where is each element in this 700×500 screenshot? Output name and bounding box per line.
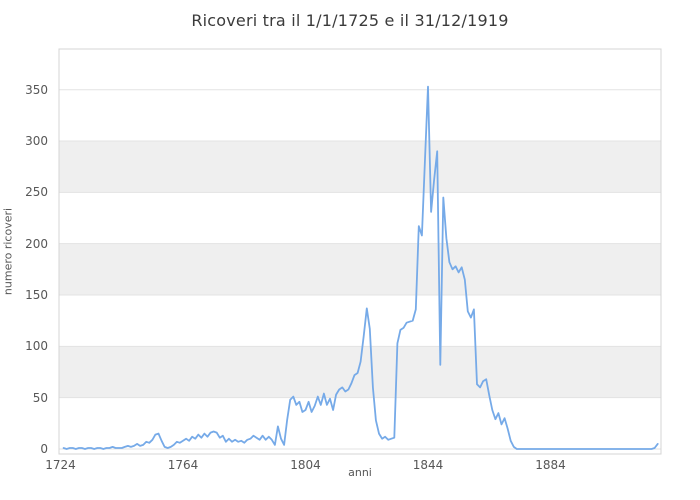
y-tick-label: 0 bbox=[40, 442, 48, 456]
y-tick-label: 100 bbox=[25, 339, 48, 354]
y-axis-title: numero ricoveri bbox=[1, 207, 15, 296]
chart-title: Ricoveri tra il 1/1/1725 e il 31/12/1919 bbox=[191, 11, 509, 30]
y-tick-label: 250 bbox=[25, 185, 48, 200]
y-tick-label: 200 bbox=[25, 236, 48, 251]
grid-band bbox=[59, 346, 661, 398]
x-tick-label: 1724 bbox=[45, 458, 76, 472]
x-tick-label: 1844 bbox=[412, 458, 444, 472]
plot-border bbox=[58, 48, 662, 455]
x-axis-title: anni bbox=[348, 466, 372, 479]
y-tick-label: 150 bbox=[25, 288, 48, 302]
grid-band bbox=[59, 243, 661, 296]
x-tick-label: 1804 bbox=[290, 458, 321, 472]
x-tick-label: 1764 bbox=[167, 458, 199, 472]
y-tick-label: 50 bbox=[32, 390, 48, 405]
y-tick-label: 300 bbox=[25, 134, 48, 149]
y-tick-label: 350 bbox=[25, 82, 48, 97]
grid-band bbox=[59, 141, 661, 193]
series-line bbox=[62, 85, 659, 450]
x-tick-label: 1884 bbox=[535, 458, 566, 472]
